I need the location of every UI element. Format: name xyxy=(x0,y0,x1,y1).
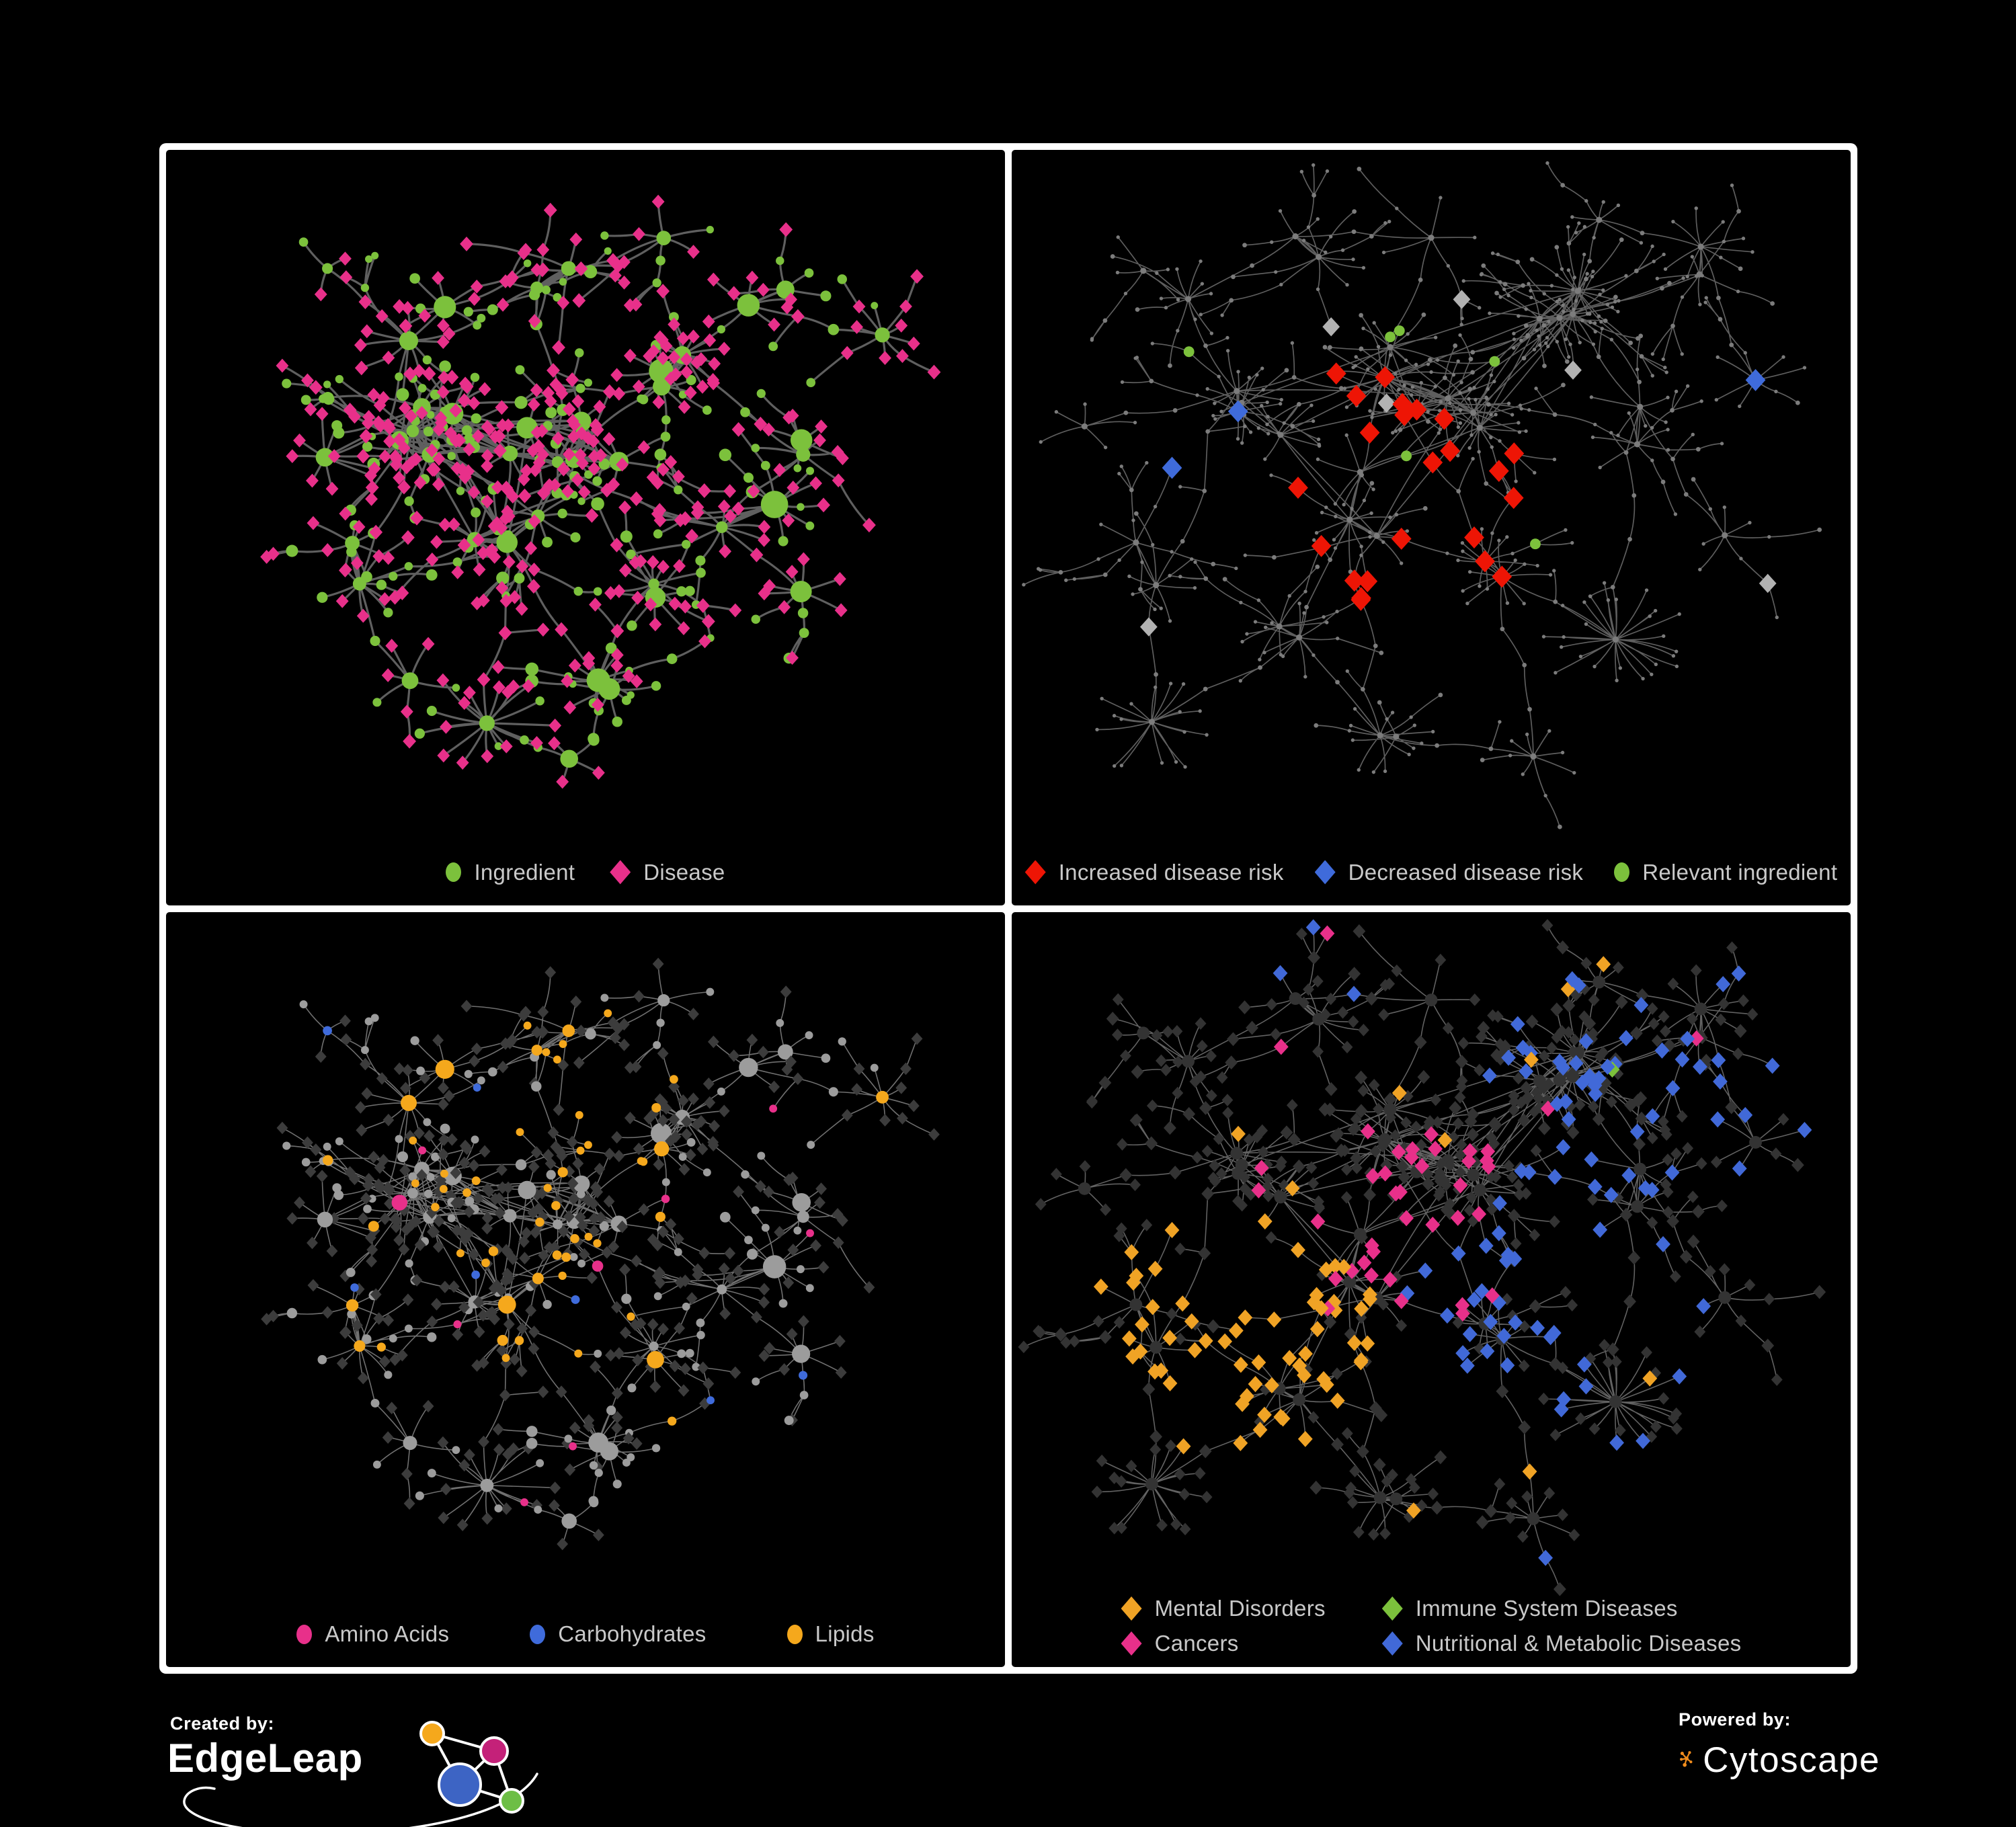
immune-system-swatch-icon xyxy=(1381,1596,1403,1621)
legend-item-decreased-risk: Decreased disease risk xyxy=(1314,859,1584,885)
amino-acids-swatch-icon xyxy=(296,1624,313,1644)
cytoscape-logo-icon xyxy=(1680,1751,1693,1767)
legend-item-cancers: Cancers xyxy=(1121,1631,1239,1656)
created-by-credit: Created by: EdgeLeap xyxy=(163,1709,567,1827)
disease-swatch-icon xyxy=(610,860,631,885)
panel-disease-categories: Mental Disorders Immune System Diseases … xyxy=(1012,911,1851,1667)
disease-category-network-graph xyxy=(1018,918,1826,1596)
created-by-label: Created by: xyxy=(170,1713,275,1734)
legend-item-amino-acids: Amino Acids xyxy=(296,1621,449,1647)
disease-risk-network-graph xyxy=(1022,161,1822,829)
legend-label: Carbohydrates xyxy=(558,1621,707,1646)
relevant-ingredient-swatch-icon xyxy=(1614,862,1630,882)
legend-item-ingredient: Ingredient xyxy=(446,860,575,885)
carbohydrates-swatch-icon xyxy=(530,1624,546,1644)
ingredient-disease-network-graph xyxy=(260,194,941,789)
powered-by-credit: Powered by: Cytoscape xyxy=(1679,1709,1880,1785)
legend-label: Decreased disease risk xyxy=(1348,859,1584,885)
legend-disease-categories: Mental Disorders Immune System Diseases … xyxy=(1012,1596,1851,1656)
ingredient-swatch-icon xyxy=(446,862,462,882)
legend-item-mental-disorders: Mental Disorders xyxy=(1121,1596,1326,1621)
legend-ingredient-disease: Ingredient Disease xyxy=(166,860,1005,885)
legend-item-relevant-ingredient: Relevant ingredient xyxy=(1614,860,1837,885)
legend-item-lipids: Lipids xyxy=(787,1621,875,1647)
legend-item-immune-system-diseases: Immune System Diseases xyxy=(1381,1596,1678,1621)
panel-ingredient-disease: Ingredient Disease xyxy=(166,150,1005,905)
panel-grid: Ingredient Disease Increased disease ris… xyxy=(159,143,1857,1674)
legend-label: Immune System Diseases xyxy=(1415,1596,1678,1621)
nutritional-metabolic-swatch-icon xyxy=(1381,1631,1403,1656)
legend-item-nutritional-metabolic: Nutritional & Metabolic Diseases xyxy=(1381,1631,1742,1656)
legend-item-disease: Disease xyxy=(610,860,725,885)
cytoscape-brand-text: Cytoscape xyxy=(1703,1740,1880,1780)
legend-label: Lipids xyxy=(815,1621,875,1646)
macronutrient-network-graph xyxy=(261,957,940,1550)
edgeleap-logo-icon xyxy=(183,1721,538,1827)
edgeleap-brand-text: EdgeLeap xyxy=(167,1736,363,1781)
legend-macronutrients: Amino Acids Carbohydrates Lipids xyxy=(166,1621,1005,1647)
legend-label: Cancers xyxy=(1154,1631,1239,1656)
panel-macronutrients: Amino Acids Carbohydrates Lipids xyxy=(166,911,1005,1667)
legend-label: Ingredient xyxy=(474,859,575,885)
legend-label: Disease xyxy=(643,859,725,885)
cancers-swatch-icon xyxy=(1121,1631,1142,1656)
increased-risk-swatch-icon xyxy=(1024,860,1046,885)
mental-disorders-swatch-icon xyxy=(1121,1596,1142,1621)
lipids-swatch-icon xyxy=(787,1624,803,1644)
legend-label: Increased disease risk xyxy=(1058,859,1284,885)
legend-item-increased-risk: Increased disease risk xyxy=(1024,859,1284,885)
legend-label: Relevant ingredient xyxy=(1642,859,1838,885)
legend-label: Amino Acids xyxy=(325,1621,450,1646)
decreased-risk-swatch-icon xyxy=(1314,860,1336,885)
legend-label: Nutritional & Metabolic Diseases xyxy=(1415,1631,1742,1656)
legend-label: Mental Disorders xyxy=(1154,1596,1326,1621)
panel-disease-risk: Increased disease risk Decreased disease… xyxy=(1012,150,1851,905)
powered-by-label: Powered by: xyxy=(1679,1709,1791,1730)
legend-item-carbohydrates: Carbohydrates xyxy=(530,1621,706,1647)
legend-disease-risk: Increased disease risk Decreased disease… xyxy=(1012,860,1851,885)
